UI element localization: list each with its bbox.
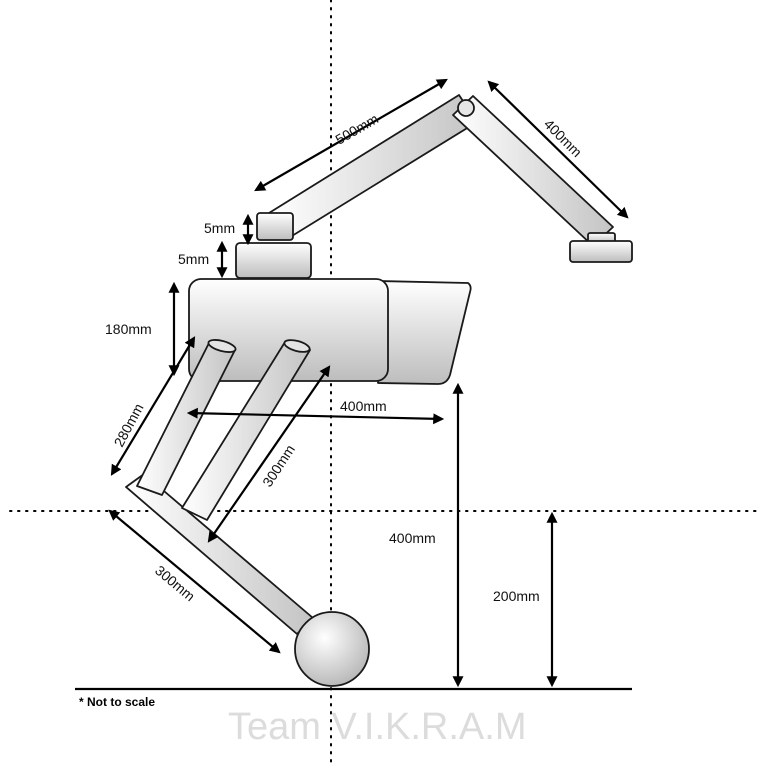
elbow-joint <box>457 99 475 117</box>
clearance-dimension-label: 400mm <box>389 530 436 546</box>
body-length-dimension-label: 400mm <box>340 398 387 414</box>
lower-leg-dimension-arrow <box>108 509 281 654</box>
forearm-link <box>452 95 614 247</box>
lower-leg-dimension-label: 300mm <box>152 562 198 604</box>
body-length-dimension-arrow <box>186 407 445 425</box>
body-front-section <box>377 280 472 385</box>
rear-leg-joint-cap <box>283 339 311 353</box>
scale-note: * Not to scale <box>79 695 155 709</box>
forearm-dimension-arrow <box>487 80 629 219</box>
top-gap-dimension-label: 5mm <box>204 220 235 236</box>
hip-height-dimension-label: 200mm <box>493 588 540 604</box>
lower-gap-dimension-label: 5mm <box>178 251 209 267</box>
end-effector-block <box>569 240 633 263</box>
upper-arm-dimension-label: 500mm <box>333 110 381 147</box>
top-mount-block <box>256 212 294 241</box>
team-watermark: Team V.I.K.R.A.M <box>228 706 526 748</box>
wheel <box>294 611 370 687</box>
upper-arm-dimension-arrow <box>254 78 448 192</box>
upper-leg-dimension-arrow <box>110 336 196 476</box>
front-leg-joint-cap <box>207 339 237 353</box>
parallel-leg-dimension-label: 300mm <box>259 442 298 490</box>
base-mount-block <box>235 242 312 279</box>
body-height-dimension-label: 180mm <box>105 321 152 337</box>
